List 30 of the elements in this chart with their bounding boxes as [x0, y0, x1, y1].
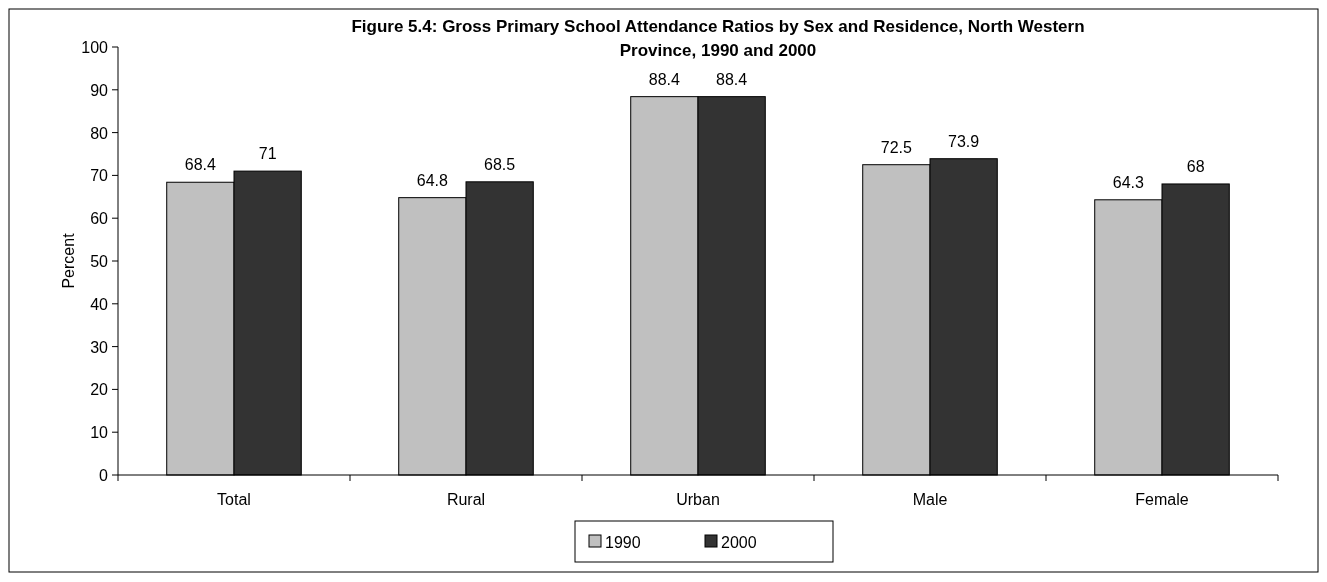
data-label: 72.5: [880, 138, 913, 156]
data-label: 64.8: [416, 171, 449, 189]
y-tick-label: 70: [90, 167, 109, 185]
data-label: 68: [1186, 157, 1205, 175]
data-label: 71: [258, 145, 277, 163]
x-tick-label: Female: [1135, 491, 1189, 508]
y-tick-label: 40: [90, 295, 109, 313]
y-tick-label: 10: [90, 424, 109, 442]
legend-label: 1990: [605, 534, 641, 551]
y-tick-label: 0: [99, 467, 109, 484]
y-tick-label: 20: [90, 381, 109, 399]
y-tick-label: 30: [90, 338, 109, 356]
y-tick-label: 90: [90, 81, 109, 99]
data-label: 68.5: [484, 155, 516, 173]
y-tick-label: 100: [81, 39, 109, 56]
x-tick-label: Total: [217, 491, 251, 508]
x-tick-label: Rural: [446, 491, 486, 508]
data-label: 88.4: [648, 70, 681, 88]
x-tick-label: Male: [912, 491, 948, 508]
y-tick-label: 50: [90, 253, 109, 270]
legend-label: 2000: [721, 534, 757, 551]
data-label: 68.4: [184, 156, 217, 174]
x-tick-label: Urban: [676, 491, 720, 508]
chart-title: Figure 5.4: Gross Primary School Attendance Ratios by Sex and Residence, North Western Province, 1990 and 2000: [351, 17, 1085, 60]
data-label: 88.4: [716, 70, 748, 88]
data-label: 73.9: [948, 132, 980, 150]
y-tick-label: 80: [90, 124, 109, 142]
y-axis-title: Percent: [60, 232, 77, 289]
y-tick-label: 60: [90, 210, 109, 228]
data-label: 64.3: [1112, 173, 1145, 191]
